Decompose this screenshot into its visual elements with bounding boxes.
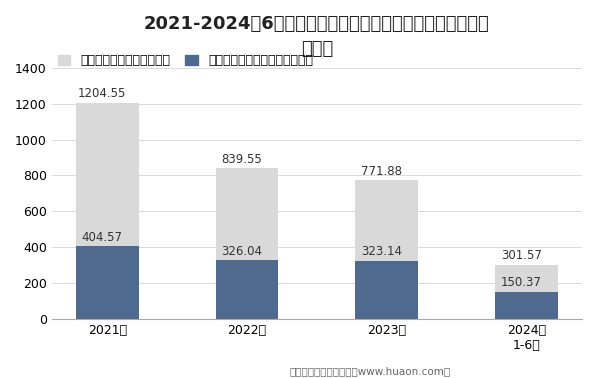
Bar	[76, 103, 139, 319]
Bar	[355, 261, 418, 319]
Text: 1204.55: 1204.55	[78, 87, 127, 100]
Bar	[495, 292, 558, 319]
Legend: 商品住宅销售面积（万㎡）, 商品住宅现房销售面积（万㎡）: 商品住宅销售面积（万㎡）, 商品住宅现房销售面积（万㎡）	[58, 54, 313, 67]
Text: 301.57: 301.57	[501, 249, 542, 262]
Text: 323.14: 323.14	[361, 245, 402, 258]
Bar	[495, 265, 558, 319]
Bar	[216, 168, 278, 319]
Text: 404.57: 404.57	[82, 231, 123, 243]
Title: 2021-2024年6月黑龙江省房地产商品住宅及商品住宅现房销
售面积: 2021-2024年6月黑龙江省房地产商品住宅及商品住宅现房销 售面积	[144, 15, 490, 58]
Text: 839.55: 839.55	[221, 153, 262, 166]
Text: 326.04: 326.04	[221, 245, 263, 258]
Bar	[355, 180, 418, 319]
Bar	[216, 260, 278, 319]
Text: 771.88: 771.88	[361, 165, 402, 178]
Bar	[76, 246, 139, 319]
Text: 制图：华经产业研究院（www.huaon.com）: 制图：华经产业研究院（www.huaon.com）	[290, 366, 451, 376]
Text: 150.37: 150.37	[501, 276, 542, 289]
